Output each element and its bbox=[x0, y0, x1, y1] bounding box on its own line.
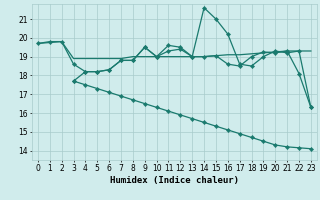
X-axis label: Humidex (Indice chaleur): Humidex (Indice chaleur) bbox=[110, 176, 239, 185]
